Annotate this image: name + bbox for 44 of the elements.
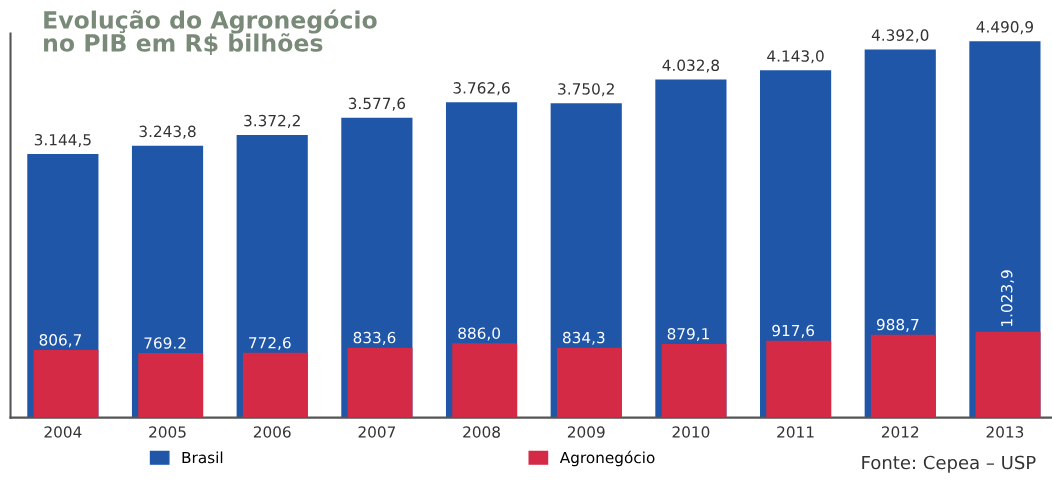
- data-label: 886,0: [458, 327, 500, 341]
- x-tick-label: 2011: [777, 426, 814, 438]
- x-tick-label: 2012: [881, 426, 919, 438]
- data-label: 3.750,2: [558, 83, 614, 97]
- bar: [452, 343, 518, 418]
- legend-label: Agronegócio: [559, 450, 655, 467]
- chart-title: Evolução do Agronegócio no PIB em R$ bilhões: [44, 9, 377, 55]
- x-tick-label: 2010: [672, 426, 710, 438]
- bar: [347, 347, 413, 418]
- bar: [661, 343, 727, 418]
- data-label: 772,6: [249, 336, 291, 351]
- x-tick-label: 2008: [463, 426, 500, 438]
- data-label: 988,7: [876, 318, 919, 332]
- data-label: 769.2: [144, 337, 186, 349]
- data-label: 1.023,9: [1000, 270, 1015, 326]
- x-tick-label: 2004: [44, 426, 82, 438]
- data-label: 4.392,0: [871, 29, 929, 43]
- bar: [138, 353, 204, 418]
- data-label: 3.577,6: [348, 97, 406, 111]
- bar: [33, 349, 99, 418]
- source-note: Fonte: Cepea – USP: [862, 455, 1036, 473]
- bar: [242, 352, 308, 418]
- x-tick-label: 2006: [253, 426, 291, 438]
- data-label: 3.372,2: [244, 114, 300, 128]
- bar: [975, 331, 1041, 418]
- data-label: 833,6: [353, 331, 396, 345]
- data-label: 3.144,5: [34, 133, 91, 148]
- bar: [556, 347, 622, 418]
- data-label: 4.490,9: [976, 21, 1034, 35]
- bar: [870, 334, 936, 418]
- x-tick-label: 2005: [149, 426, 186, 438]
- data-label: 3.762,6: [453, 82, 510, 96]
- bar: [766, 340, 832, 418]
- data-label: 806,7: [39, 334, 81, 348]
- legend-label: Brasil: [182, 451, 223, 464]
- x-tick-label: 2009: [567, 426, 605, 438]
- data-label: 3.243,8: [139, 125, 196, 139]
- x-tick-label: 2013: [986, 426, 1024, 438]
- data-label: 834,3: [562, 331, 605, 345]
- x-tick-label: 2007: [358, 426, 396, 438]
- data-label: 917,6: [772, 324, 815, 338]
- data-label: 879,1: [667, 328, 709, 342]
- data-label: 4.143,0: [767, 50, 824, 64]
- data-label: 4.032,8: [662, 59, 720, 73]
